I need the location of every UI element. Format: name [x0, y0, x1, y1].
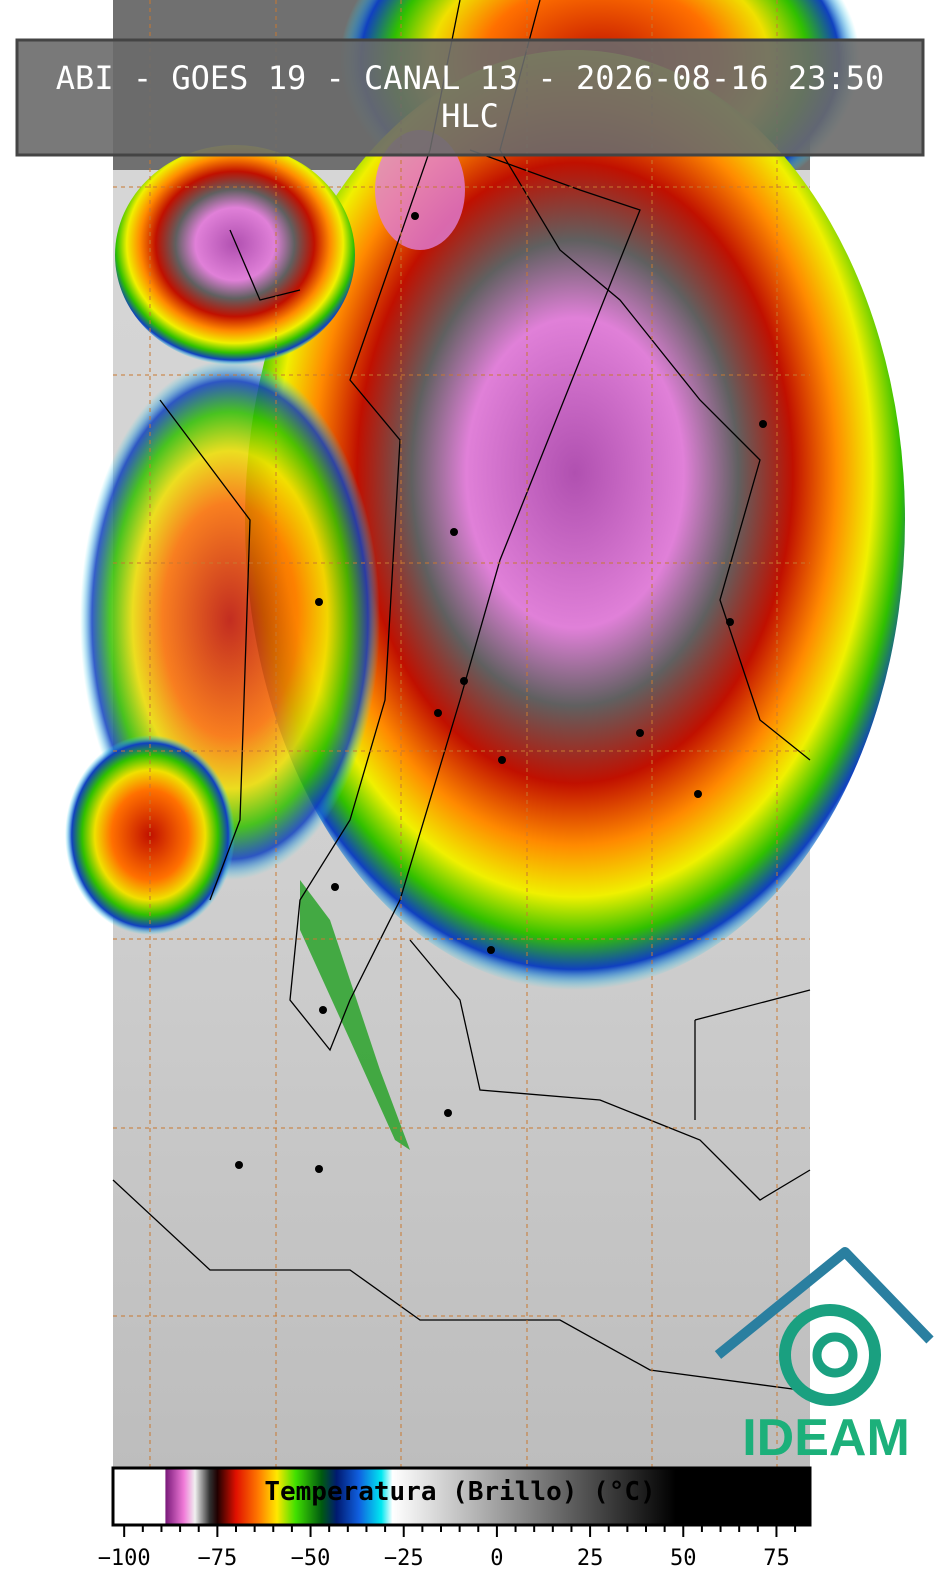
tick-label: −100	[98, 1546, 151, 1571]
tick-label: 25	[577, 1546, 604, 1571]
tick-label: 75	[763, 1546, 790, 1571]
title: ABI - GOES 19 - CANAL 13 - 2026-08-16 23…	[56, 59, 884, 97]
borders	[112, 0, 811, 1391]
colorbar: Temperatura (Brillo) (°C) −100 −75 −50 −25 0…	[98, 1466, 812, 1571]
title-box: ABI - GOES 19 - CANAL 13 - 2026-08-16 23…	[15, 38, 925, 157]
cities	[235, 212, 767, 1173]
tick-label: −25	[384, 1546, 424, 1571]
colorbar-gradient	[111, 1466, 812, 1527]
logo-text: IDEAM	[742, 1409, 910, 1467]
tick-label: 0	[490, 1546, 503, 1571]
subtitle: HLC	[441, 97, 499, 135]
logo: IDEAM	[714, 1247, 934, 1467]
tick-label: −75	[197, 1546, 237, 1571]
tick-label: 50	[670, 1546, 697, 1571]
tick-label: −50	[291, 1546, 331, 1571]
colorbar-label: Temperatura (Brillo) (°C)	[264, 1477, 655, 1507]
satellite-image	[65, 0, 905, 1468]
